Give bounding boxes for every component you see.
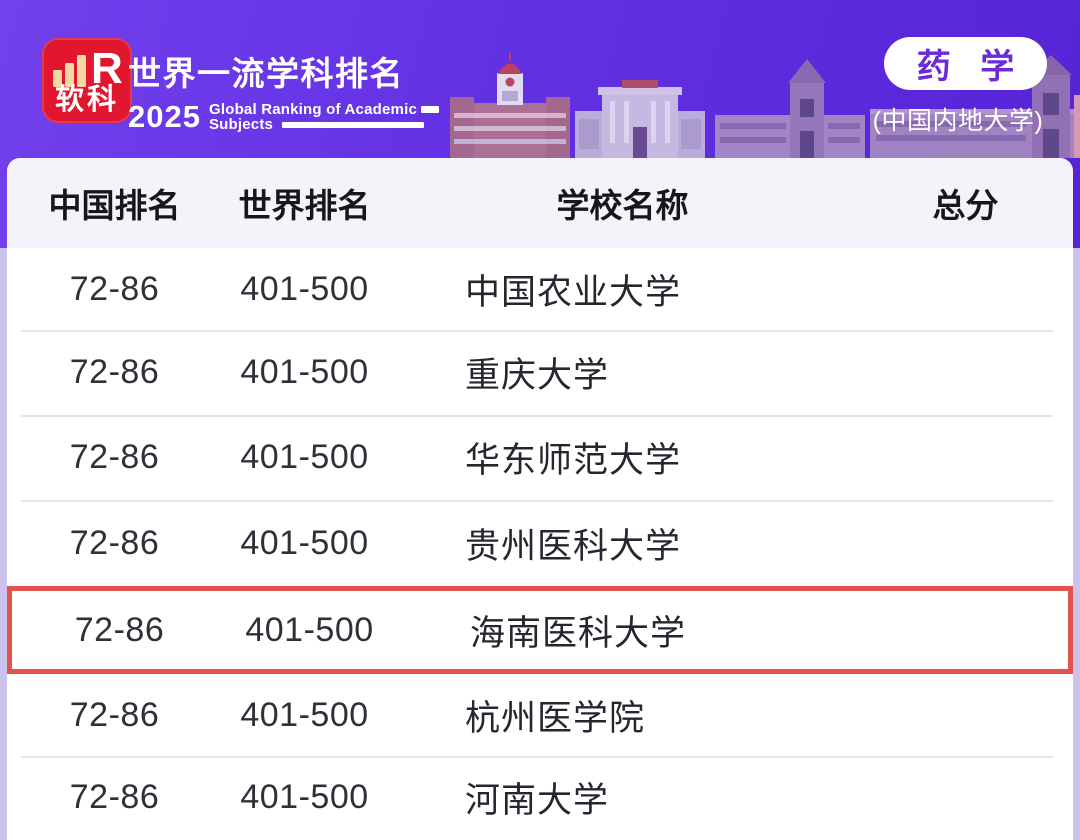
title-underline-decor-long — [282, 121, 425, 128]
subtitle-line1: Global Ranking of Academic — [208, 100, 417, 118]
subtitle-line2: Subjects — [208, 116, 274, 133]
world-rank-cell: 401-500 — [240, 269, 369, 308]
cn-rank-cell: 72-86 — [69, 777, 160, 816]
scope-label: (中国内地大学) — [872, 107, 1044, 135]
ranking-title-block: 世界一流学科排名 2025 Global Ranking of Academic… — [128, 47, 439, 135]
cn-rank-cell: 72-86 — [69, 269, 160, 308]
logo-brand-text: 软科 — [54, 84, 119, 116]
ranking-subtitle-en: Global Ranking of Academic Subjects — [208, 100, 439, 133]
column-header-school: 学校名称 — [556, 187, 689, 224]
school-name-cell: 河南大学 — [465, 780, 610, 820]
school-name-cell: 杭州医学院 — [465, 698, 646, 738]
world-rank-cell: 401-500 — [240, 523, 369, 562]
logo-r-glyph: R — [91, 43, 123, 93]
school-name-cell: 重庆大学 — [465, 356, 610, 395]
table-row[interactable]: 72-86 401-500 中国农业大学 — [7, 248, 1073, 330]
table-header-row: 中国排名 世界排名 学校名称 总分 — [7, 158, 1073, 248]
title-underline-decor-short — [420, 105, 439, 113]
ranking-title: 世界一流学科排名 — [128, 55, 404, 92]
bar-chart-logo-icon: R — [53, 43, 123, 93]
world-rank-cell: 401-500 — [240, 438, 369, 476]
cn-rank-cell: 72-86 — [69, 523, 160, 562]
world-rank-cell: 401-500 — [245, 610, 374, 649]
column-header-world-rank: 世界排名 — [238, 187, 371, 224]
cn-rank-cell: 72-86 — [69, 438, 160, 476]
column-header-cn-rank: 中国排名 — [48, 187, 181, 224]
world-rank-cell: 401-500 — [240, 695, 369, 734]
world-rank-cell: 401-500 — [240, 777, 369, 816]
table-row[interactable]: 72-86 401-500 河南大学 — [7, 756, 1073, 838]
table-row[interactable]: 72-86 401-500 华东师范大学 — [7, 415, 1073, 500]
world-rank-cell: 401-500 — [240, 353, 369, 391]
campus-buildings-illustration — [450, 53, 1080, 158]
cn-rank-cell: 72-86 — [69, 353, 160, 391]
cn-rank-cell: 72-86 — [74, 610, 165, 649]
cn-rank-cell: 72-86 — [69, 695, 160, 734]
ranking-year: 2025 — [128, 99, 201, 134]
school-name-cell: 华东师范大学 — [465, 441, 682, 480]
school-name-cell: 海南医科大学 — [470, 613, 687, 653]
table-row[interactable]: 72-86 401-500 贵州医科大学 — [7, 500, 1073, 586]
school-name-cell: 中国农业大学 — [465, 272, 682, 312]
ranking-table-card: 中国排名 世界排名 学校名称 总分 72-86 401-500 中国农业大学 7… — [7, 158, 1073, 840]
school-name-cell: 贵州医科大学 — [465, 526, 682, 566]
table-row[interactable]: 72-86 401-500 杭州医学院 — [7, 674, 1073, 756]
column-header-score: 总分 — [932, 187, 999, 224]
table-row-highlighted[interactable]: 72-86 401-500 海南医科大学 — [7, 586, 1073, 674]
table-row[interactable]: 72-86 401-500 重庆大学 — [7, 330, 1073, 415]
subject-badge[interactable]: 药 学 — [884, 37, 1047, 90]
shangkeruanke-logo: R 软科 — [42, 38, 132, 123]
